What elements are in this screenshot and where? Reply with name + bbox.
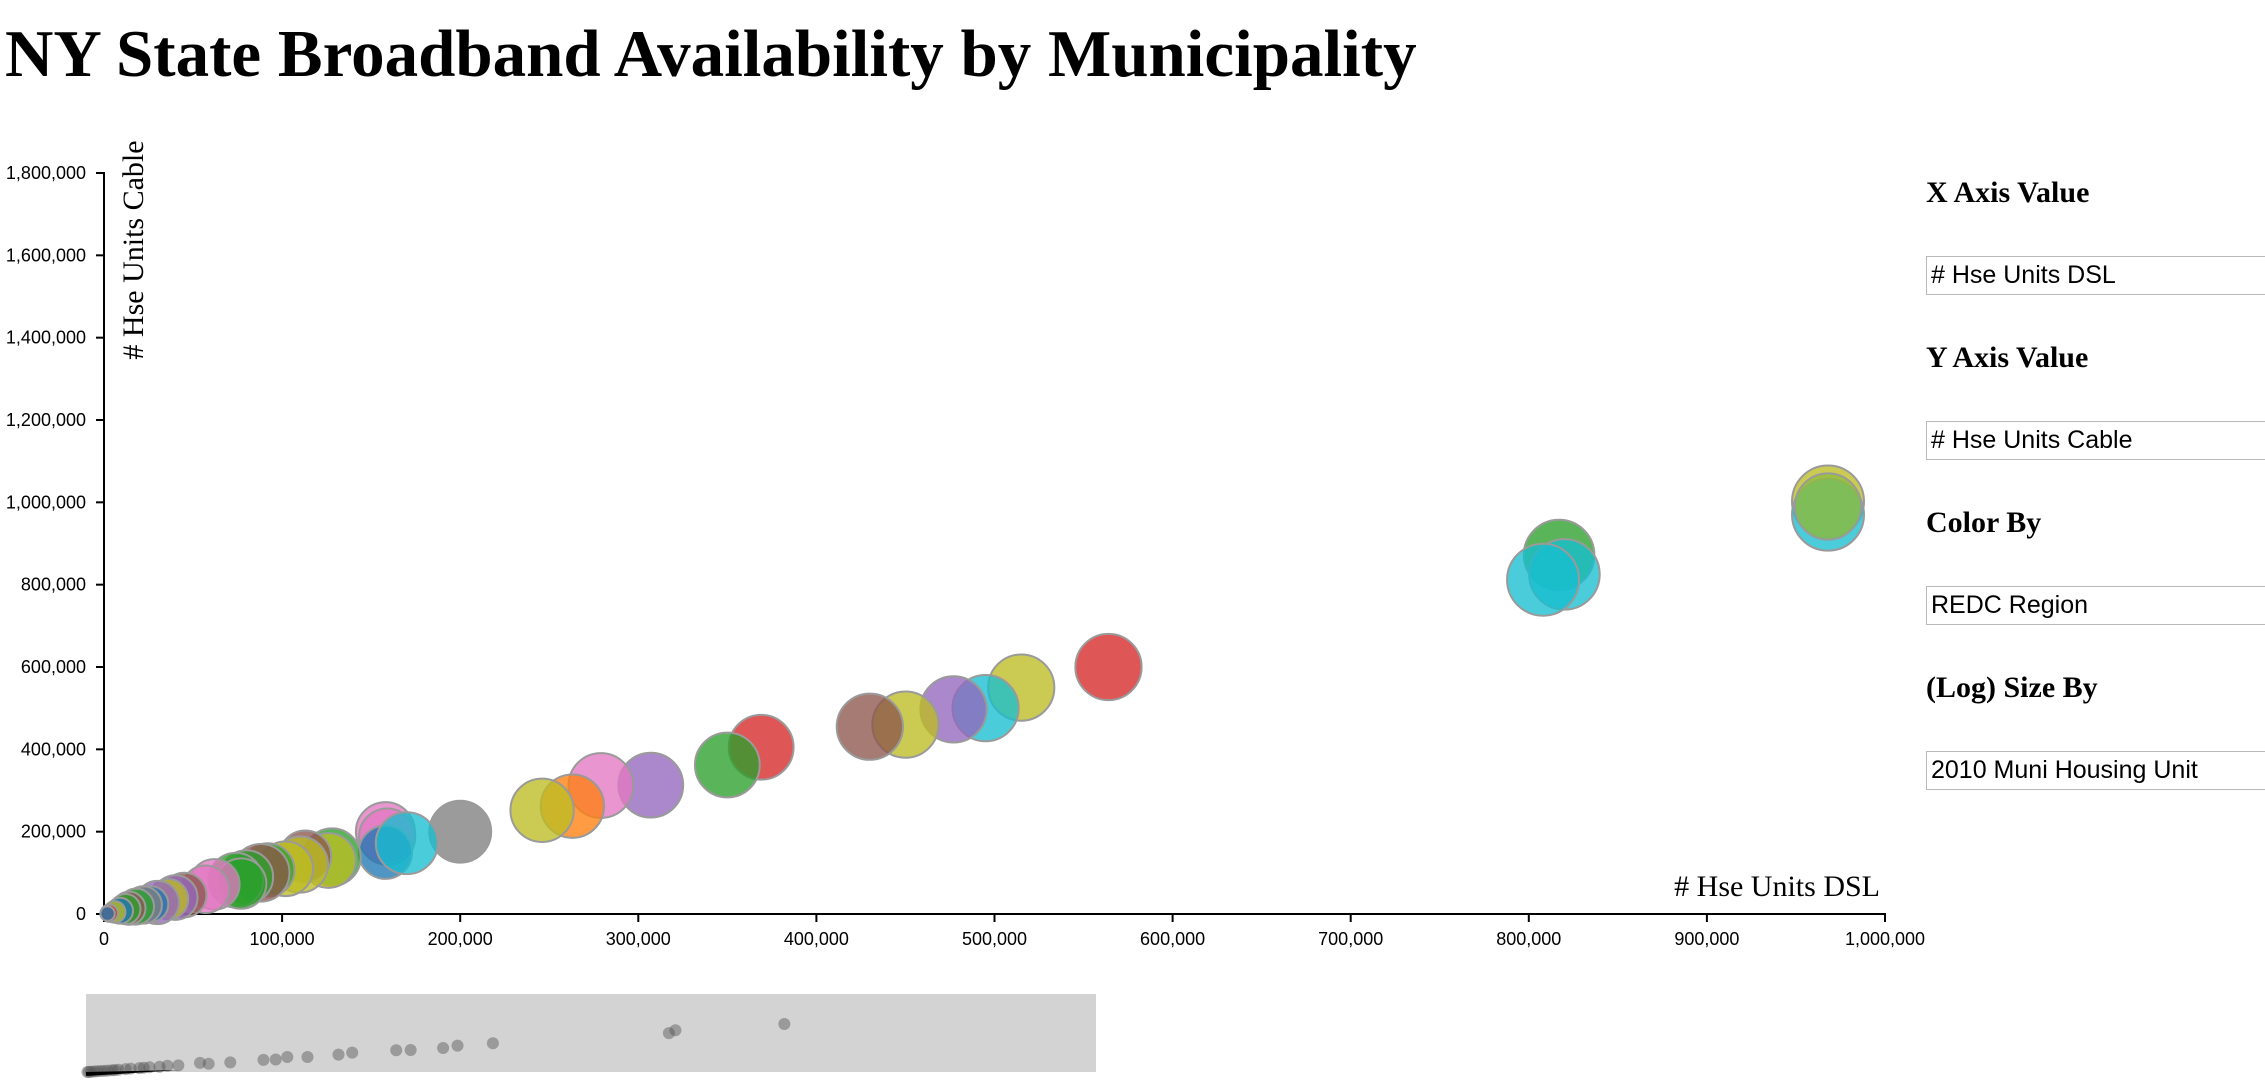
brush-point [332, 1048, 345, 1061]
points-layer [99, 464, 1866, 926]
brush-point [778, 1018, 791, 1030]
brush-background[interactable] [86, 994, 1096, 1072]
y-tick-label: 1,000,000 [6, 492, 86, 512]
brush-point [193, 1056, 206, 1069]
brush-point [390, 1044, 403, 1057]
brush-point [153, 1060, 166, 1073]
brush-point [346, 1046, 359, 1059]
brush-point [669, 1024, 682, 1037]
y-axis-title: # Hse Units Cable [117, 140, 150, 359]
data-point[interactable] [1074, 632, 1143, 702]
data-point[interactable] [1506, 542, 1581, 617]
color-by-input[interactable] [1926, 586, 2265, 625]
size-by-label: (Log) Size By [1926, 671, 2098, 704]
brush-point [172, 1059, 185, 1072]
y-tick-label: 600,000 [21, 657, 86, 677]
y-tick-label: 1,600,000 [6, 245, 86, 265]
y-tick-label: 200,000 [21, 822, 86, 842]
brush-point [301, 1051, 314, 1064]
brush-point [257, 1053, 270, 1066]
size-by-input[interactable] [1926, 751, 2265, 790]
x-tick-label: 400,000 [784, 929, 849, 949]
x-tick-label: 600,000 [1140, 929, 1205, 949]
brush-point [137, 1061, 150, 1074]
y-tick-label: 800,000 [21, 575, 86, 595]
y-axis: 0 200,000 400,000 600,000 800,000 1,000,000 1,… [6, 163, 105, 924]
x-tick-label: 900,000 [1674, 929, 1739, 949]
color-by-label: Color By [1926, 506, 2042, 539]
x-tick-label: 800,000 [1496, 929, 1561, 949]
data-point[interactable] [835, 692, 904, 761]
data-point[interactable] [1793, 472, 1863, 541]
brush-point [269, 1053, 282, 1066]
x-tick-label: 300,000 [606, 929, 671, 949]
x-tick-label: 500,000 [962, 929, 1027, 949]
x-tick-label: 700,000 [1318, 929, 1383, 949]
y-tick-label: 0 [76, 904, 86, 924]
x-tick-label: 100,000 [250, 929, 315, 949]
brush-point [143, 1061, 156, 1074]
y-tick-label: 1,400,000 [6, 328, 86, 348]
x-axis-value-label: X Axis Value [1926, 176, 2090, 209]
brush-point [161, 1059, 174, 1072]
data-point[interactable] [99, 905, 116, 922]
brush-point [281, 1051, 294, 1064]
page-title: NY State Broadband Availability by Munic… [5, 17, 1417, 91]
brush-point [451, 1039, 464, 1052]
brush-point [662, 1027, 675, 1040]
x-axis-value-input[interactable] [1926, 256, 2265, 295]
brush-point [404, 1043, 417, 1056]
brush-point [437, 1042, 450, 1055]
brush-point [202, 1057, 215, 1070]
x-tick-label: 0 [99, 929, 109, 949]
brush-point [486, 1037, 499, 1050]
x-tick-label: 1,000,000 [1845, 929, 1925, 949]
y-axis-value-label: Y Axis Value [1926, 341, 2089, 374]
y-tick-label: 1,800,000 [6, 163, 86, 183]
data-point[interactable] [509, 777, 575, 843]
y-tick-label: 1,200,000 [6, 410, 86, 430]
x-tick-label: 200,000 [428, 929, 493, 949]
brush-point [224, 1056, 237, 1069]
data-point[interactable] [693, 731, 761, 799]
brush-baseline-mark [86, 1070, 180, 1076]
y-tick-label: 400,000 [21, 739, 86, 759]
x-axis-title: # Hse Units DSL [1674, 870, 1880, 903]
y-axis-value-input[interactable] [1926, 421, 2265, 460]
data-point[interactable] [374, 811, 439, 876]
